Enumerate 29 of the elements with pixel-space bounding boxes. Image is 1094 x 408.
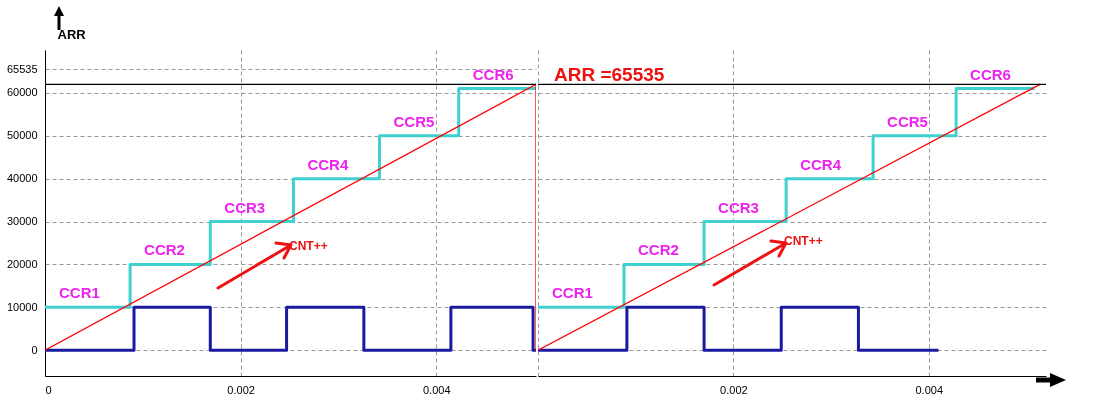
y-tick-label: 60000 <box>6 86 38 99</box>
annotation: ARR =65535 <box>554 64 665 85</box>
annotation: CNT++ <box>784 234 823 248</box>
annotation: CCR5 <box>887 112 928 130</box>
annotation: CCR5 <box>393 112 435 130</box>
y-tick-label: 20000 <box>6 257 38 270</box>
annotation: CCR4 <box>800 155 842 173</box>
y-tick-label: 30000 <box>6 215 38 228</box>
x-tick-label: 0.002 <box>720 383 748 396</box>
x-tick-label: 0.004 <box>915 383 944 396</box>
annotation: CCR3 <box>718 198 759 216</box>
y-tick-label: 10000 <box>6 300 38 313</box>
y-tick-label: 40000 <box>6 172 38 185</box>
annotation: CCR2 <box>637 241 679 259</box>
x-tick-label: 0.004 <box>422 383 451 396</box>
y-tick-label: 50000 <box>6 129 38 142</box>
x-tick-label: 0 <box>45 383 52 396</box>
x-tick-label: 0.002 <box>227 383 255 396</box>
y-tick-label: 0 <box>31 343 38 356</box>
annotation: CCR1 <box>552 284 593 302</box>
annotation: CCR4 <box>307 155 349 173</box>
y-axis-title: ARR <box>57 26 87 42</box>
annotation: CCR6 <box>472 65 514 83</box>
y-tick-label: 65535 <box>6 62 38 75</box>
annotation: CCR3 <box>224 198 266 216</box>
annotation: CCR6 <box>970 65 1011 83</box>
annotation: CNT++ <box>289 239 328 253</box>
annotation: CCR1 <box>59 284 100 302</box>
annotation: CCR2 <box>144 241 185 259</box>
